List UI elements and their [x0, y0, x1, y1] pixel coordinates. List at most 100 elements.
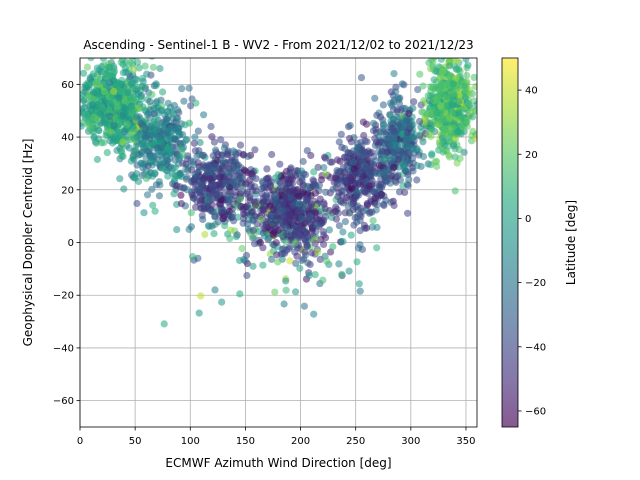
scatter-point: [140, 209, 148, 217]
scatter-point: [472, 134, 477, 143]
scatter-point: [279, 219, 287, 227]
scatter-point: [321, 205, 329, 213]
scatter-point: [369, 127, 378, 135]
scatter-point: [468, 113, 477, 121]
scatter-point: [322, 188, 330, 196]
scatter-point: [178, 85, 186, 93]
scatter-point: [282, 277, 290, 285]
scatter-point: [133, 199, 141, 208]
scatter-point: [272, 239, 280, 247]
scatter-point: [451, 153, 459, 161]
scatter-point: [108, 58, 113, 59]
scatter-point: [402, 117, 410, 125]
scatter-point: [323, 257, 331, 265]
scatter-point: [314, 248, 322, 256]
scatter-point: [268, 220, 277, 228]
scatter-point: [148, 185, 156, 193]
scatter-point: [182, 175, 190, 183]
scatter-point: [471, 107, 477, 115]
scatter-point: [194, 127, 202, 135]
scatter-point: [116, 128, 124, 137]
scatter-point: [380, 128, 388, 136]
scatter-point: [328, 158, 336, 166]
scatter-point: [83, 63, 91, 71]
scatter-point: [303, 242, 311, 250]
scatter-point: [93, 78, 101, 86]
scatter-point: [390, 163, 398, 171]
scatter-point: [445, 62, 453, 70]
scatter-point: [289, 201, 297, 209]
scatter-point: [344, 153, 352, 161]
scatter-point: [308, 227, 316, 235]
scatter-point: [80, 105, 86, 113]
scatter-point: [335, 222, 343, 230]
scatter-point: [298, 256, 306, 265]
scatter-point: [151, 169, 159, 177]
scatter-point: [359, 148, 367, 156]
scatter-point: [425, 130, 433, 138]
scatter-point: [158, 122, 166, 130]
scatter-point: [322, 212, 330, 221]
scatter-point: [173, 182, 181, 190]
scatter-point: [392, 88, 400, 96]
scatter-point: [413, 176, 421, 184]
scatter-point: [159, 88, 167, 96]
scatter-point: [335, 138, 343, 146]
colorbar-gradient: [502, 58, 518, 427]
scatter-point: [251, 240, 259, 248]
scatter-point: [146, 97, 154, 105]
scatter-point: [180, 97, 188, 105]
scatter-point: [269, 206, 277, 214]
scatter-point: [236, 290, 244, 298]
scatter-point: [338, 143, 346, 152]
scatter-point: [365, 182, 373, 190]
scatter-point: [143, 70, 151, 78]
scatter-point: [80, 69, 88, 77]
y-tick-label: −20: [53, 291, 74, 302]
scatter-point: [419, 82, 427, 90]
scatter-point: [339, 163, 347, 171]
scatter-point: [188, 191, 196, 199]
scatter-point: [149, 63, 157, 71]
scatter-point: [103, 149, 111, 157]
scatter-point: [395, 99, 403, 108]
scatter-point: [152, 81, 160, 90]
scatter-point: [266, 182, 275, 190]
scatter-point: [109, 58, 117, 60]
scatter-point: [127, 80, 135, 88]
scatter-point: [413, 162, 421, 170]
scatter-point: [123, 120, 132, 128]
scatter-point: [144, 111, 152, 119]
x-tick-label: 350: [456, 436, 475, 447]
scatter-point: [110, 121, 118, 129]
scatter-point: [390, 201, 398, 210]
scatter-point: [107, 128, 115, 136]
scatter-point: [187, 223, 195, 231]
scatter-point: [120, 104, 128, 112]
scatter-point: [125, 144, 133, 152]
colorbar-tick-label: 20: [525, 150, 538, 161]
scatter-point: [399, 154, 407, 162]
scatter-point: [325, 226, 333, 234]
scatter-point: [244, 220, 252, 228]
scatter-point: [115, 94, 123, 102]
scatter-point: [365, 209, 374, 217]
scatter-point: [166, 103, 175, 111]
scatter-point: [165, 146, 173, 154]
scatter-point: [130, 94, 138, 102]
scatter-point: [431, 158, 439, 166]
scatter-point: [416, 70, 424, 78]
scatter-point: [307, 151, 315, 160]
scatter-point: [243, 271, 251, 280]
scatter-point: [427, 121, 435, 129]
scatter-point: [433, 67, 441, 75]
scatter-point: [238, 181, 246, 189]
scatter-point: [332, 215, 340, 223]
scatter-point: [339, 237, 347, 245]
scatter-point: [207, 122, 215, 131]
scatter-point: [110, 62, 118, 70]
scatter-point: [152, 181, 160, 189]
scatter-point: [142, 166, 150, 174]
scatter-point: [349, 199, 357, 207]
scatter-point: [95, 127, 103, 135]
